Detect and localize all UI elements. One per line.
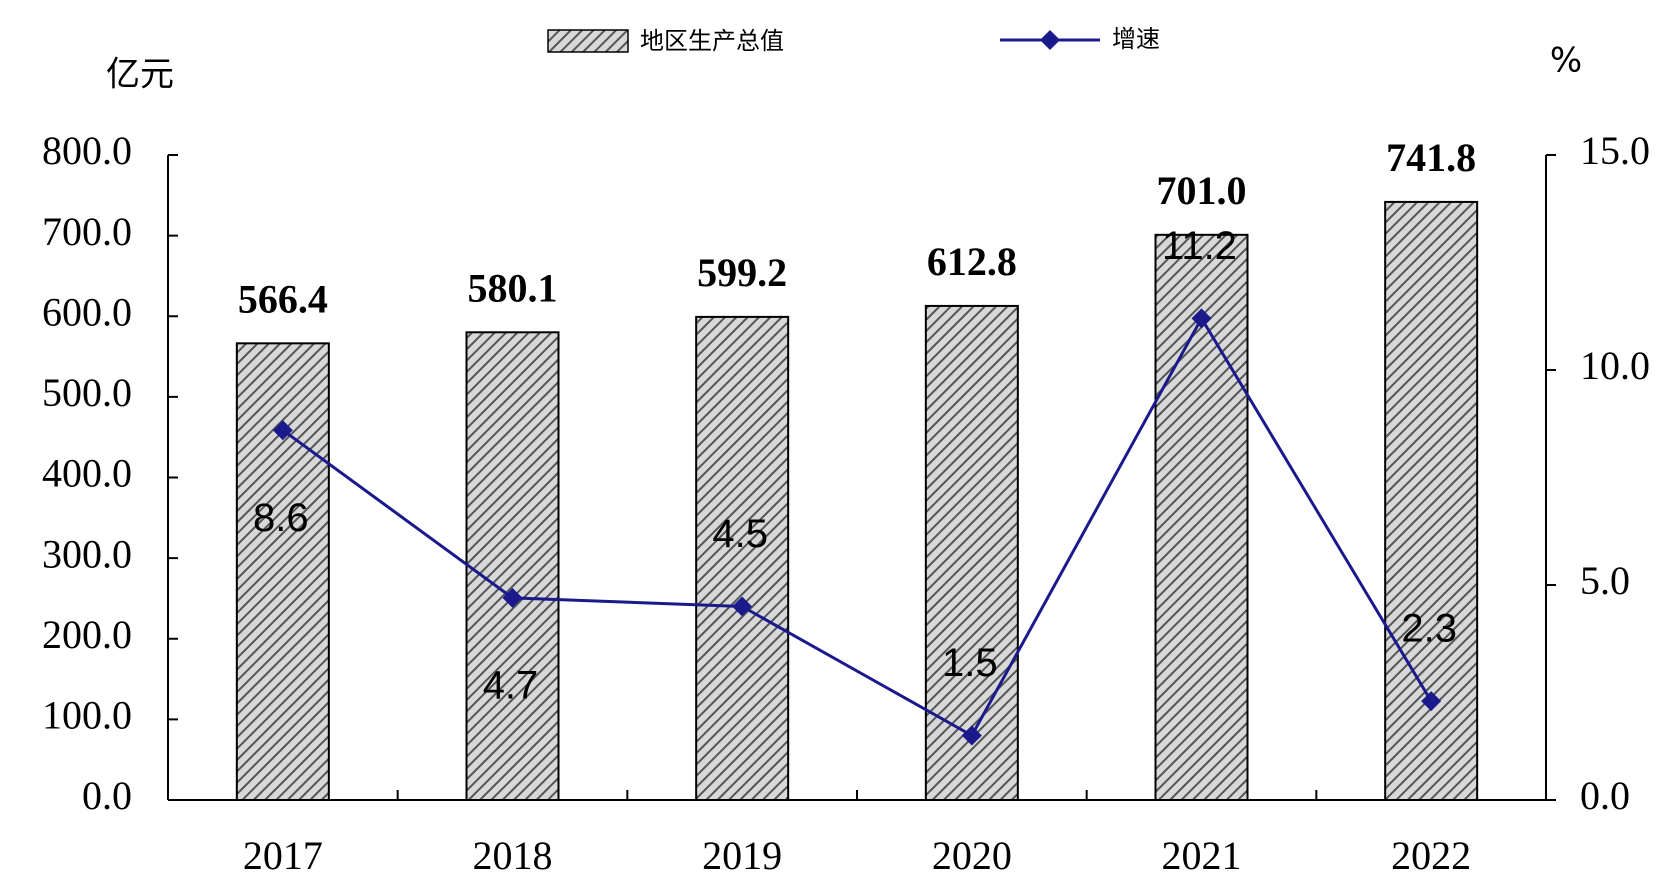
- y2-tick-label: 0.0: [1580, 773, 1630, 818]
- y-axis-unit: 亿元: [106, 55, 174, 95]
- line-value-label: 1.5: [942, 641, 998, 685]
- y-tick-label: 400.0: [42, 451, 132, 496]
- y-tick-label: 800.0: [42, 128, 132, 173]
- line-value-label: 4.5: [712, 512, 768, 556]
- legend-swatch: [547, 29, 629, 53]
- y-tick-label: 600.0: [42, 289, 132, 334]
- bar: [465, 331, 560, 801]
- x-tick-label: 2018: [473, 833, 553, 878]
- bar-value-label: 612.8: [927, 239, 1017, 284]
- bar-value-label: 741.8: [1386, 135, 1476, 180]
- y-tick-label: 100.0: [42, 693, 132, 738]
- legend-label: 地区生产总值: [640, 27, 784, 55]
- y-tick-label: 700.0: [42, 209, 132, 254]
- bar: [235, 342, 330, 801]
- bar: [695, 315, 790, 801]
- line-value-label: 2.3: [1401, 607, 1457, 651]
- bar-value-label: 580.1: [468, 265, 558, 310]
- line-marker: [1191, 308, 1212, 329]
- y2-axis-unit: %: [1550, 41, 1582, 81]
- y2-tick-label: 15.0: [1580, 128, 1650, 173]
- y-tick-label: 500.0: [42, 370, 132, 415]
- x-tick-label: 2022: [1391, 833, 1471, 878]
- x-tick-label: 2021: [1162, 833, 1242, 878]
- line-marker: [732, 596, 753, 617]
- line-marker: [1421, 691, 1442, 712]
- y2-tick-label: 5.0: [1580, 558, 1630, 603]
- legend-label: 增速: [1112, 25, 1160, 53]
- line-value-label: 11.2: [1162, 224, 1237, 268]
- line-value-label: 4.7: [483, 663, 539, 707]
- x-tick-label: 2019: [702, 833, 782, 878]
- bar-value-label: 599.2: [697, 250, 787, 295]
- y-tick-label: 0.0: [82, 773, 132, 818]
- bar: [1154, 233, 1249, 802]
- bar-value-label: 566.4: [238, 277, 328, 322]
- y-tick-label: 300.0: [42, 531, 132, 576]
- y-tick-label: 200.0: [42, 612, 132, 657]
- line-value-label: 8.6: [253, 496, 309, 540]
- line-marker: [272, 420, 293, 441]
- line-marker: [961, 725, 982, 746]
- bar-value-label: 701.0: [1157, 168, 1247, 213]
- x-tick-label: 2020: [932, 833, 1012, 878]
- line: [281, 315, 1433, 738]
- line-marker: [502, 587, 523, 608]
- y2-tick-label: 10.0: [1580, 343, 1650, 388]
- x-tick-label: 2017: [243, 833, 323, 878]
- legend-marker: [1040, 30, 1060, 50]
